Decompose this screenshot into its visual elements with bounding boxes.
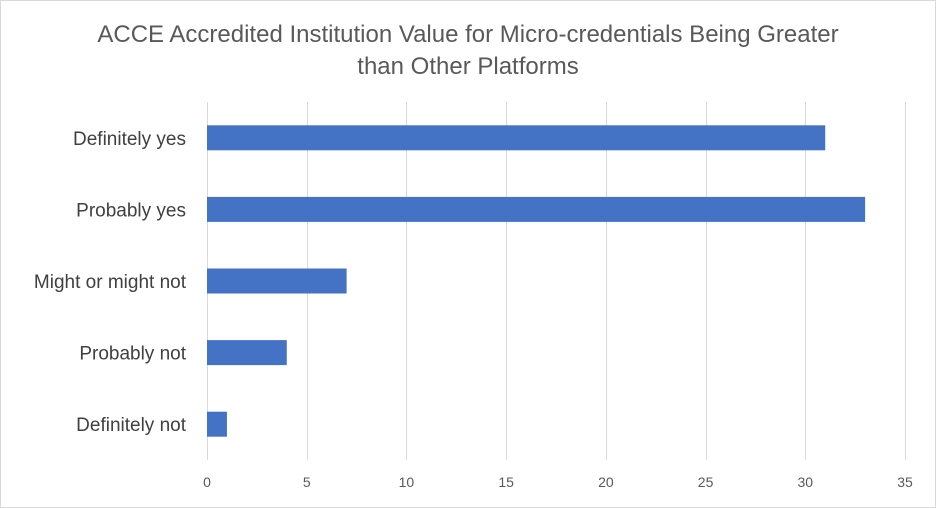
chart-title-line-1: ACCE Accredited Institution Value for Mi…: [97, 21, 839, 48]
category-label-3: Probably not: [79, 344, 186, 365]
category-label-1: Probably yes: [76, 200, 186, 221]
x-tick-label-2: 10: [399, 474, 415, 490]
category-label-4: Definitely not: [76, 415, 187, 436]
bar-2: [207, 268, 347, 294]
chart-title: ACCE Accredited Institution Value for Mi…: [1, 19, 935, 83]
category-label-0: Definitely yes: [73, 129, 186, 150]
bar-4: [207, 411, 227, 437]
x-tick-label-5: 25: [698, 474, 714, 490]
bar-1: [207, 196, 866, 222]
x-tick-label-4: 20: [598, 474, 614, 490]
chart-title-line-2: than Other Platforms: [357, 53, 579, 80]
bar-0: [207, 125, 826, 151]
x-tick-label-0: 0: [203, 474, 211, 490]
x-tick-label-1: 5: [303, 474, 311, 490]
x-tick-label-6: 30: [797, 474, 813, 490]
x-tick-label-7: 35: [897, 474, 913, 490]
x-tick-label-3: 15: [498, 474, 514, 490]
bar-3: [207, 340, 287, 366]
category-label-2: Might or might not: [34, 272, 187, 293]
